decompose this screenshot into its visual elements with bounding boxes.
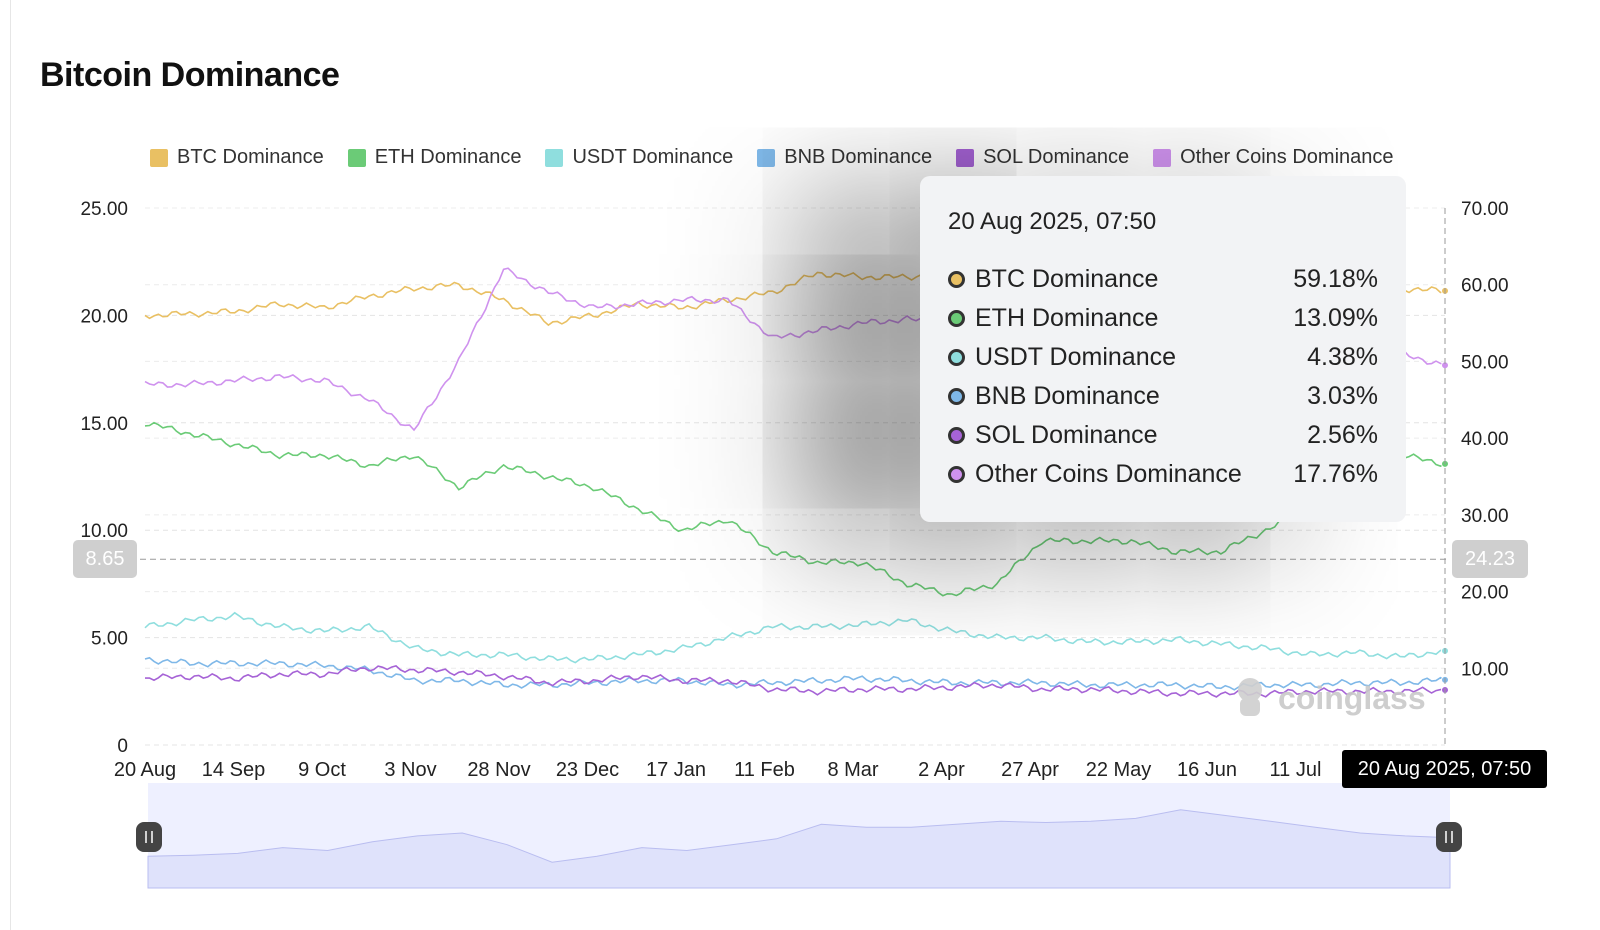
legend-item-other[interactable]: Other Coins Dominance [1153,146,1394,169]
crosshair-right-value: 24.23 [1452,540,1528,578]
tooltip-dot-bnb [948,387,965,405]
x-tick-label: 22 May [1086,759,1152,781]
y-right-tick-label: 70.00 [1461,199,1509,220]
series-line-usdt-dominance [144,611,1446,664]
tooltip-label-usdt: USDT Dominance [975,342,1177,371]
y-right-tick-label: 40.00 [1461,429,1509,450]
navigator-handle-right[interactable] [1436,822,1462,852]
tooltip-row-usdt: USDT Dominance 4.38% [948,342,1378,372]
legend-label-sol: SOL Dominance [983,146,1130,168]
x-tick-label: 16 Jun [1177,759,1237,781]
y-right-tick-label: 60.00 [1461,276,1509,297]
y-left-tick-label: 5.00 [91,629,128,650]
crosshair-left-value: 8.65 [73,540,137,578]
x-tick-label: 28 Nov [467,759,530,781]
y-right-tick-label: 30.00 [1461,506,1509,527]
y-right-tick-label: 50.00 [1461,352,1509,373]
navigator-area [147,809,1451,889]
tooltip-dot-btc [948,270,965,288]
x-tick-label: 17 Jan [646,759,706,781]
legend-label-other: Other Coins Dominance [1180,146,1394,168]
x-tick-label: 8 Mar [827,759,878,781]
x-tick-label: 27 Apr [1001,759,1059,781]
tooltip-row-sol: SOL Dominance 2.56% [948,420,1378,450]
tooltip-label-bnb: BNB Dominance [975,381,1160,410]
series-line-eth-dominance [144,421,1446,597]
navigator-handle-left[interactable] [136,822,162,852]
tooltip-row-btc: BTC Dominance 59.18% [948,264,1378,294]
y-left-tick-label: 15.00 [80,414,128,435]
tooltip-title: 20 Aug 2025, 07:50 [948,208,1157,235]
legend-swatch-usdt [545,148,564,167]
legend-swatch-btc [150,148,168,167]
legend-swatch-eth [347,148,366,167]
y-left-tick-label: 0 [117,736,128,757]
data-tooltip: 20 Aug 2025, 07:50 BTC Dominance 59.18% … [920,176,1406,522]
tooltip-dot-usdt [948,348,965,366]
legend-label-usdt: USDT Dominance [572,146,734,168]
legend-swatch-sol [956,148,975,167]
tooltip-value-other: 17.76% [1293,459,1378,488]
legend-item-usdt[interactable]: USDT Dominance [545,146,733,169]
legend-item-sol[interactable]: SOL Dominance [956,146,1129,169]
chart-legend: BTC Dominance ETH Dominance USDT Dominan… [150,146,1394,169]
tooltip-dot-eth [948,309,965,327]
tooltip-value-usdt: 4.38% [1307,342,1378,371]
tooltip-value-bnb: 3.03% [1307,381,1378,410]
tooltip-row-bnb: BNB Dominance 3.03% [948,381,1378,411]
coinglass-logo-icon [1238,678,1262,716]
tooltip-label-btc: BTC Dominance [975,264,1159,293]
tooltip-value-btc: 59.18% [1293,264,1378,293]
watermark-text: coinglass [1278,679,1426,716]
tooltip-row-eth: ETH Dominance 13.09% [948,303,1378,333]
legend-label-bnb: BNB Dominance [784,146,933,168]
tooltip-label-other: Other Coins Dominance [975,459,1242,488]
legend-label-btc: BTC Dominance [177,146,324,168]
legend-item-eth[interactable]: ETH Dominance [347,146,522,169]
y-right-tick-label: 10.00 [1461,659,1509,680]
tooltip-dot-other [948,465,965,483]
y-left-tick-label: 25.00 [80,199,128,220]
x-tick-label: 2 Apr [918,759,965,781]
watermark: coinglass [1230,676,1426,720]
y-left-tick-label: 20.00 [80,306,128,327]
x-tick-label: 20 Aug [114,759,176,781]
y-right-tick-label: 20.00 [1461,583,1509,604]
legend-label-eth: ETH Dominance [374,146,522,168]
page-title: Bitcoin Dominance [40,56,340,94]
tooltip-value-sol: 2.56% [1307,420,1378,449]
y-left-tick-label: 10.00 [80,521,128,542]
tooltip-label-eth: ETH Dominance [975,303,1159,332]
x-tick-label: 9 Oct [298,759,346,781]
legend-item-btc[interactable]: BTC Dominance [150,146,324,169]
tooltip-dot-sol [948,426,965,444]
x-tick-label: 23 Dec [556,759,619,781]
x-tick-label: 3 Nov [384,759,436,781]
tooltip-row-other: Other Coins Dominance 17.76% [948,459,1378,489]
legend-swatch-bnb [757,148,776,167]
tooltip-label-sol: SOL Dominance [975,420,1158,449]
x-tick-label: 11 Jul [1270,759,1322,781]
legend-item-bnb[interactable]: BNB Dominance [757,146,932,169]
left-border [10,0,11,930]
legend-swatch-other [1153,148,1172,167]
series-line-sol-dominance [144,665,1446,698]
tooltip-value-eth: 13.09% [1293,303,1378,332]
x-tick-label: 14 Sep [202,759,265,781]
crosshair-x-label: 20 Aug 2025, 07:50 [1342,750,1547,788]
x-tick-label: 11 Feb [734,759,795,781]
